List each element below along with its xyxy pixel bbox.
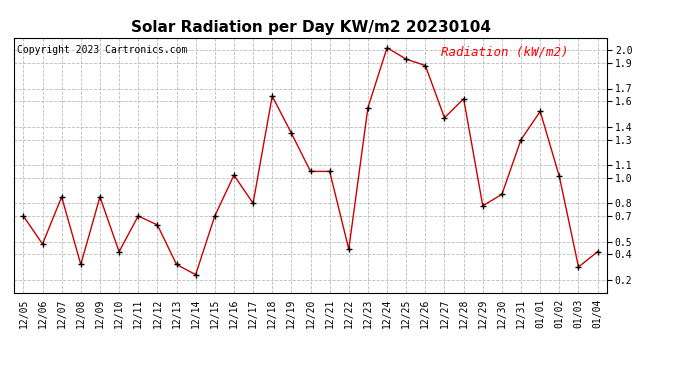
Text: Radiation (kW/m2): Radiation (kW/m2) xyxy=(441,45,569,58)
Title: Solar Radiation per Day KW/m2 20230104: Solar Radiation per Day KW/m2 20230104 xyxy=(130,20,491,35)
Text: Copyright 2023 Cartronics.com: Copyright 2023 Cartronics.com xyxy=(17,45,187,55)
